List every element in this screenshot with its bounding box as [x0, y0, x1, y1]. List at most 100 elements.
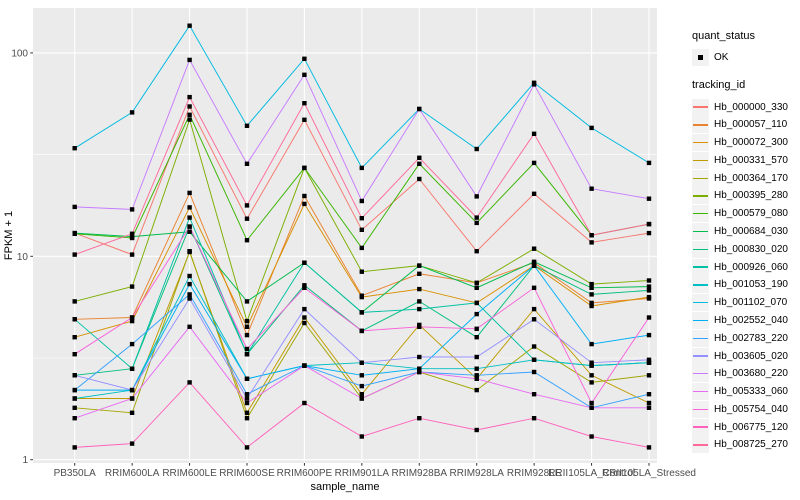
data-point: [589, 125, 594, 131]
legend-key-swatch: [692, 383, 709, 401]
data-point: [302, 285, 307, 290]
legend-key-swatch: [692, 98, 709, 116]
legend-line-icon: [693, 248, 708, 251]
legend-item: Hb_005754_040: [692, 400, 798, 418]
data-point: [531, 392, 537, 397]
data-point: [531, 131, 537, 136]
data-point: [244, 346, 250, 352]
data-point: [129, 252, 135, 257]
legend-key-swatch: [692, 134, 709, 152]
data-point: [72, 335, 77, 340]
data-point: [302, 260, 307, 265]
data-point: [474, 285, 479, 290]
data-point: [72, 405, 77, 410]
legend-item-label: Hb_000057_110: [714, 119, 788, 131]
data-point: [531, 416, 537, 421]
legend-item: Hb_000072_300: [692, 134, 798, 152]
data-point: [531, 82, 537, 87]
legend-line-icon: [693, 408, 708, 411]
data-point: [531, 259, 537, 264]
legend-item-label: Hb_006775_120: [714, 421, 788, 433]
data-point: [187, 205, 192, 210]
data-point: [646, 392, 652, 397]
data-point: [474, 146, 479, 152]
data-point: [646, 160, 652, 166]
data-point: [187, 229, 192, 234]
data-point: [244, 396, 250, 401]
data-point: [531, 246, 537, 251]
data-point: [474, 335, 479, 340]
data-point: [187, 224, 192, 229]
legend-line-icon: [693, 266, 708, 268]
legend-item: Hb_000579_080: [692, 205, 798, 223]
data-point: [417, 161, 422, 166]
legend-line-icon: [693, 230, 708, 233]
data-point: [589, 285, 594, 290]
legend-item-label: Hb_005333_060: [714, 386, 788, 398]
data-point: [417, 306, 422, 312]
legend-line-icon: [693, 337, 708, 339]
legend-line-icon: [693, 106, 708, 108]
data-point: [589, 405, 594, 410]
data-point: [72, 299, 77, 304]
legend-item: Hb_002552_040: [692, 311, 798, 329]
data-point: [187, 292, 192, 297]
legend-key-swatch: [692, 169, 709, 187]
legend-key-swatch: [692, 294, 709, 312]
legend-item: Hb_000684_030: [692, 223, 798, 241]
data-point: [417, 416, 422, 421]
data-point: [589, 300, 594, 306]
legend-key-swatch: [692, 276, 709, 294]
data-point: [187, 281, 192, 287]
legend-item-label: Hb_005754_040: [714, 403, 788, 415]
data-point: [646, 294, 652, 300]
y-tick-label: 100: [11, 48, 28, 59]
data-point: [359, 245, 364, 251]
legend-item-label: Hb_000364_170: [714, 172, 788, 184]
data-point: [646, 315, 652, 320]
data-point: [531, 160, 537, 166]
data-point: [646, 373, 652, 378]
data-point: [646, 288, 652, 293]
data-point: [244, 238, 250, 243]
data-point: [646, 405, 652, 410]
data-point: [359, 165, 364, 171]
x-tick-label: RRIM600PE: [277, 468, 333, 479]
legend-item: Hb_000057_110: [692, 116, 798, 134]
data-point: [417, 299, 422, 304]
data-point: [244, 216, 250, 221]
y-axis-title: FPKM + 1: [3, 211, 15, 260]
data-point: [129, 234, 135, 239]
x-tick-label: RRII105LA_Stressed: [602, 468, 696, 479]
data-point: [302, 400, 307, 406]
data-point: [417, 369, 422, 375]
legend-item: Hb_002783_220: [692, 329, 798, 347]
data-point: [302, 56, 307, 61]
data-point: [129, 396, 135, 401]
data-point: [589, 233, 594, 238]
data-point: [129, 231, 135, 236]
data-point: [244, 445, 250, 450]
legend-item: Hb_003605_020: [692, 347, 798, 365]
legend-item-label: Hb_000072_300: [714, 137, 788, 149]
x-tick-label: RRIM600LA: [105, 468, 160, 479]
legend-item: Hb_001053_190: [692, 276, 798, 294]
data-point: [417, 366, 422, 371]
data-point: [187, 112, 192, 117]
data-point: [474, 220, 479, 226]
data-point: [589, 303, 594, 309]
y-tick-label: 10: [17, 252, 29, 263]
data-point: [417, 106, 422, 112]
data-point: [474, 376, 479, 381]
data-point: [359, 227, 364, 232]
data-point: [302, 72, 307, 77]
data-point: [474, 366, 479, 371]
legend-line-icon: [693, 213, 708, 215]
x-tick-label: RRII105LA_Control: [548, 468, 635, 479]
data-point: [531, 263, 537, 268]
data-point: [474, 300, 479, 306]
data-point: [302, 283, 307, 288]
data-point: [72, 317, 77, 322]
data-point: [589, 240, 594, 245]
